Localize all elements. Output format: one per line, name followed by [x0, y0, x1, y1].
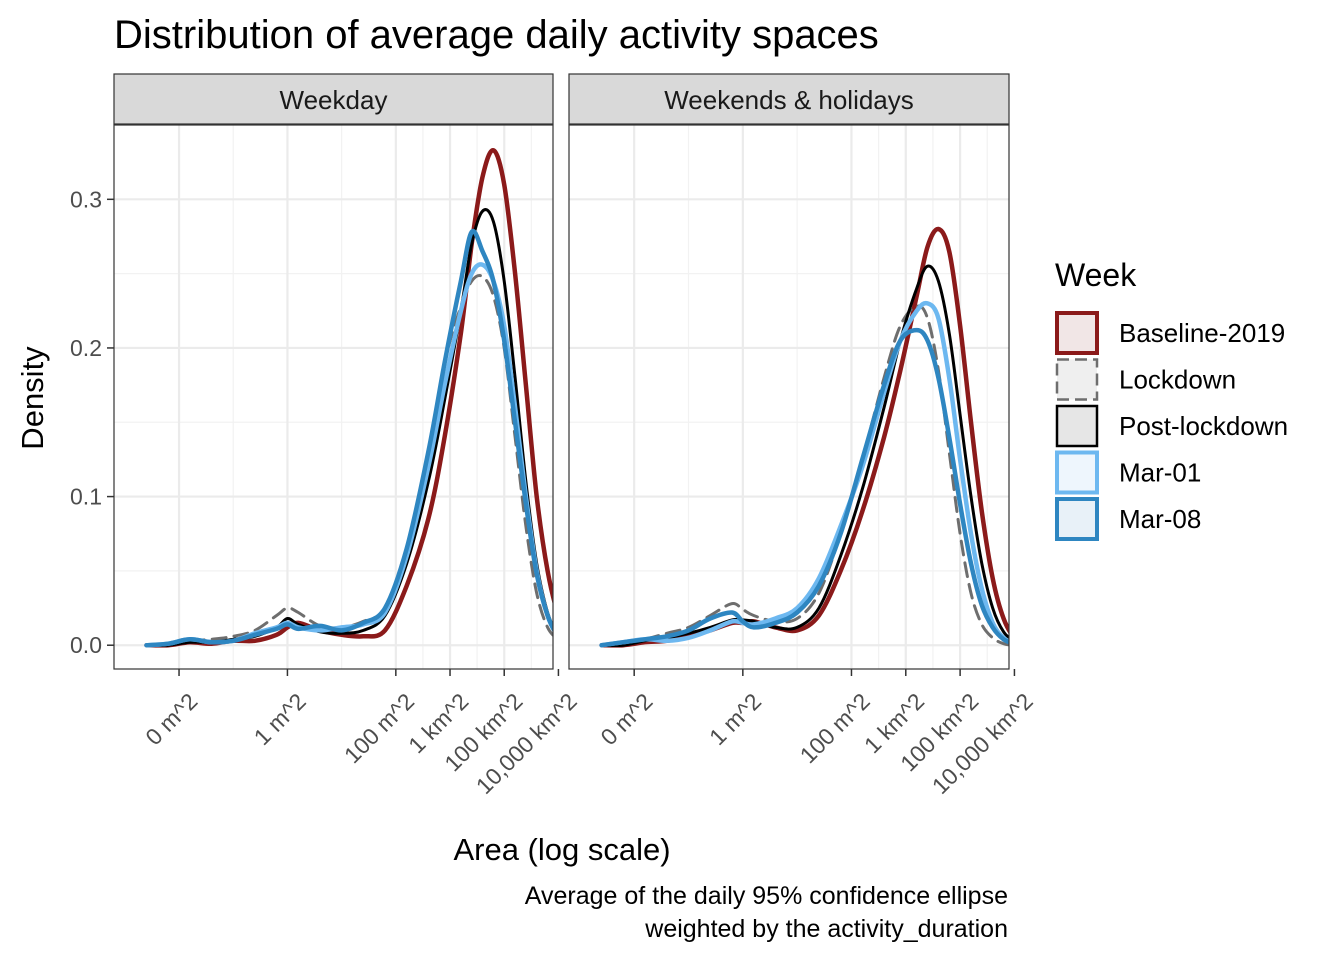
x-tick-label: 100 m^2: [795, 688, 875, 768]
y-tick-label: 0.0: [70, 632, 102, 658]
legend-item-mar-01-label: Mar-01: [1119, 458, 1201, 488]
x-tick-label: 1 m^2: [249, 688, 311, 750]
legend-item-post-lockdown-key: [1055, 404, 1099, 448]
series-line-baseline-2019: [144, 148, 553, 648]
caption-line-1: Average of the daily 95% confidence elli…: [525, 882, 1008, 910]
panel-2-strip: [568, 73, 1010, 125]
x-tick-label: 0 m^2: [140, 688, 202, 750]
panel-2-gridlines: [569, 125, 1009, 669]
panel-1-border: [113, 124, 554, 670]
panel-2-series: [599, 226, 1009, 648]
legend-item-mar-08-label: Mar-08: [1119, 504, 1201, 534]
legend-item-mar-01: Mar-01: [1055, 450, 1201, 495]
series-line-mar-08: [144, 228, 553, 648]
series-line-mar-01: [599, 300, 1009, 648]
legend-item-lockdown: Lockdown: [1055, 358, 1236, 401]
legend-item-lockdown-label: Lockdown: [1119, 365, 1236, 395]
panel-2-border: [568, 124, 1010, 670]
y-axis-title: Density: [15, 346, 50, 450]
chart-title: Distribution of average daily activity s…: [114, 13, 879, 57]
legend-item-baseline-2019-key: [1055, 311, 1099, 355]
legend-title: Week: [1055, 257, 1137, 293]
legend: Week Baseline-2019 Lockdown Post-lockdown M…: [1055, 257, 1288, 541]
panel-2-strip-label: Weekends & holidays: [664, 85, 914, 115]
y-tick-label: 0.2: [70, 335, 102, 361]
legend-item-mar-08: Mar-08: [1055, 497, 1201, 541]
legend-item-mar-01-key: [1055, 450, 1099, 495]
legend-item-post-lockdown: Post-lockdown: [1055, 404, 1288, 448]
x-tick-label: 100 m^2: [339, 688, 419, 768]
caption-line-2: weighted by the activity_duration: [644, 915, 1008, 943]
legend-item-lockdown-key: [1055, 358, 1099, 401]
panel-1-strip-label: Weekday: [280, 85, 388, 115]
x-axis-title: Area (log scale): [453, 832, 670, 867]
series-line-mar-08: [599, 327, 1009, 648]
panel-1-series: [144, 148, 553, 648]
series-line-post-lockdown: [600, 264, 1009, 648]
panel-2-background: [569, 125, 1009, 669]
x-tick-label: 0 m^2: [595, 688, 657, 750]
legend-item-mar-08-key: [1055, 497, 1099, 541]
x-tick-label: 1 m^2: [704, 688, 766, 750]
legend-item-baseline-2019-label: Baseline-2019: [1119, 318, 1285, 348]
y-tick-label: 0.1: [70, 484, 102, 510]
legend-item-post-lockdown-label: Post-lockdown: [1119, 411, 1288, 441]
y-tick-label: 0.3: [70, 186, 102, 212]
legend-item-baseline-2019: Baseline-2019: [1055, 311, 1285, 355]
panel-1-strip: [113, 73, 554, 125]
